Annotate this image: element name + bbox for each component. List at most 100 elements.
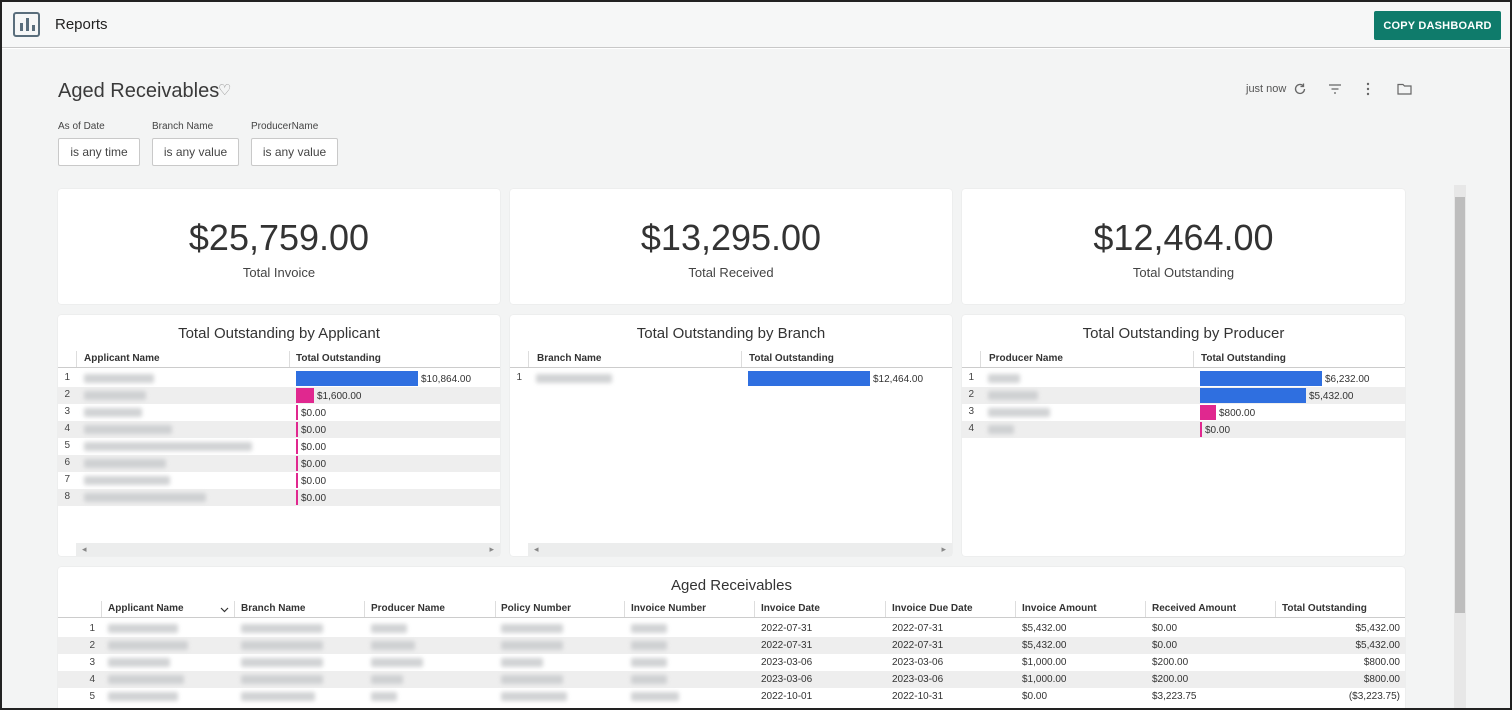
- row-number: 3: [64, 406, 70, 417]
- folder-icon[interactable]: [1397, 83, 1412, 95]
- chart-row[interactable]: 6 $0.00: [58, 455, 500, 472]
- scroll-right-icon[interactable]: ▸: [941, 544, 946, 554]
- column-header-branch-name[interactable]: Branch Name: [537, 353, 602, 364]
- sort-chevron-icon[interactable]: [220, 607, 229, 613]
- invoice-date-cell: 2022-10-01: [761, 691, 813, 702]
- column-header-applicant-name[interactable]: Applicant Name: [108, 603, 184, 614]
- kpi-label: Total Outstanding: [1132, 265, 1235, 280]
- bar-mark[interactable]: [296, 456, 298, 471]
- bar-mark[interactable]: [748, 371, 870, 386]
- column-divider: [741, 351, 742, 367]
- redacted-cell: [371, 692, 397, 701]
- table-row[interactable]: 4 2023-03-06 2023-03-06 $1,000.00 $200.00 $80…: [58, 671, 1405, 688]
- last-updated: just now: [1246, 83, 1287, 95]
- chart-row[interactable]: 3 $800.00: [962, 404, 1405, 421]
- redacted-name: [988, 408, 1050, 417]
- kpi-value: $25,759.00: [188, 217, 370, 258]
- redacted-cell: [108, 692, 178, 701]
- bar-mark[interactable]: [1200, 405, 1216, 420]
- column-header-total-outstanding[interactable]: Total Outstanding: [296, 353, 381, 364]
- scroll-left-icon[interactable]: ◂: [534, 544, 539, 554]
- chart-row[interactable]: 4 $0.00: [58, 421, 500, 438]
- table-row[interactable]: 3 2023-03-06 2023-03-06 $1,000.00 $200.00 $80…: [58, 654, 1405, 671]
- column-header-received-amount[interactable]: Received Amount: [1152, 603, 1237, 614]
- chart-row[interactable]: 1 $12,464.00: [510, 370, 952, 387]
- chart-row[interactable]: 2 $1,600.00: [58, 387, 500, 404]
- scroll-left-icon[interactable]: ◂: [82, 544, 87, 554]
- chart-row[interactable]: 3 $0.00: [58, 404, 500, 421]
- invoice-amount-cell: $5,432.00: [1022, 640, 1067, 651]
- bar-mark[interactable]: [296, 473, 298, 488]
- bar-mark[interactable]: [296, 388, 314, 403]
- table-row[interactable]: 1 2022-07-31 2022-07-31 $5,432.00 $0.00 $5,43…: [58, 620, 1405, 637]
- chart-row[interactable]: 4 $0.00: [962, 421, 1405, 438]
- chart-row[interactable]: 2 $5,432.00: [962, 387, 1405, 404]
- column-header-policy-number[interactable]: Policy Number: [501, 603, 572, 614]
- more-vert-icon[interactable]: [1365, 82, 1371, 96]
- column-header-applicant-name[interactable]: Applicant Name: [84, 353, 160, 364]
- row-number: 4: [89, 674, 95, 685]
- chart-row[interactable]: 5 $0.00: [58, 438, 500, 455]
- column-header-total-outstanding[interactable]: Total Outstanding: [749, 353, 834, 364]
- bar-value-label: $10,864.00: [421, 374, 472, 385]
- redacted-cell: [631, 658, 667, 667]
- scroll-right-icon[interactable]: ▸: [489, 544, 494, 554]
- bar-value-label: $12,464.00: [873, 374, 924, 385]
- bar-mark[interactable]: [1200, 388, 1306, 403]
- bar-mark[interactable]: [296, 405, 298, 420]
- bar-mark[interactable]: [296, 490, 298, 505]
- redacted-cell: [501, 658, 543, 667]
- column-header-producer-name[interactable]: Producer Name: [989, 353, 1063, 364]
- row-number: 4: [968, 423, 974, 434]
- column-header-branch-name[interactable]: Branch Name: [241, 603, 306, 614]
- invoice-due-date-cell: 2022-07-31: [892, 623, 944, 634]
- vertical-scrollbar[interactable]: [1454, 185, 1466, 708]
- chart-by-producer: Total Outstanding by Producer Producer N…: [962, 315, 1405, 556]
- chart-row[interactable]: 1 $10,864.00: [58, 370, 500, 387]
- redacted-cell: [631, 624, 667, 633]
- redacted-cell: [241, 658, 323, 667]
- chart-row[interactable]: 7 $0.00: [58, 472, 500, 489]
- column-header-total-outstanding[interactable]: Total Outstanding: [1201, 353, 1286, 364]
- bar-mark[interactable]: [1200, 422, 1202, 437]
- invoice-due-date-cell: 2022-07-31: [892, 640, 944, 651]
- column-header-total-outstanding[interactable]: Total Outstanding: [1282, 603, 1367, 614]
- table-row[interactable]: 5 2022-10-01 2022-10-31 $0.00 $3,223.75 ($3,2…: [58, 688, 1405, 705]
- column-header-invoice-amount[interactable]: Invoice Amount: [1022, 603, 1097, 614]
- received-amount-cell: $3,223.75: [1152, 691, 1197, 702]
- column-header-invoice-date[interactable]: Invoice Date: [761, 603, 820, 614]
- column-header-invoice-due-date[interactable]: Invoice Due Date: [892, 603, 973, 614]
- filter-label-branch-name: Branch Name: [152, 121, 214, 132]
- scrollbar-thumb[interactable]: [1455, 197, 1465, 613]
- bar-mark[interactable]: [296, 439, 298, 454]
- row-number: 2: [64, 389, 70, 400]
- redacted-cell: [108, 641, 188, 650]
- chart-row[interactable]: 1 $6,232.00: [962, 370, 1405, 387]
- filter-producer-name[interactable]: is any value: [251, 138, 338, 166]
- refresh-icon[interactable]: [1293, 82, 1307, 96]
- column-header-producer-name[interactable]: Producer Name: [371, 603, 445, 614]
- heart-icon[interactable]: ♡: [218, 82, 232, 99]
- total-outstanding-cell: $5,432.00: [1355, 640, 1401, 651]
- redacted-cell: [108, 675, 184, 684]
- bar-mark[interactable]: [1200, 371, 1322, 386]
- filter-icon[interactable]: [1328, 83, 1342, 95]
- dashboard-area: Aged Receivables ♡ just now As of Date B…: [2, 49, 1510, 708]
- filter-branch-name[interactable]: is any value: [152, 138, 239, 166]
- bar-mark[interactable]: [296, 371, 418, 386]
- bar-value-label: $800.00: [1219, 408, 1256, 419]
- bar-mark[interactable]: [296, 422, 298, 437]
- table-row[interactable]: 2 2022-07-31 2022-07-31 $5,432.00 $0.00 $5,43…: [58, 637, 1405, 654]
- redacted-cell: [241, 624, 323, 633]
- chart-row[interactable]: 8 $0.00: [58, 489, 500, 506]
- horizontal-scrollbar[interactable]: ◂ ▸: [76, 543, 500, 556]
- horizontal-scrollbar[interactable]: ◂ ▸: [528, 543, 952, 556]
- redacted-cell: [631, 641, 667, 650]
- copy-dashboard-button[interactable]: COPY DASHBOARD: [1374, 11, 1501, 40]
- bar-value-label: $0.00: [301, 493, 327, 504]
- column-divider: [754, 601, 755, 617]
- column-header-invoice-number[interactable]: Invoice Number: [631, 603, 707, 614]
- kpi-total-invoice: $25,759.00 Total Invoice: [58, 189, 500, 304]
- filter-label-as-of-date: As of Date: [58, 121, 105, 132]
- filter-as-of-date[interactable]: is any time: [58, 138, 140, 166]
